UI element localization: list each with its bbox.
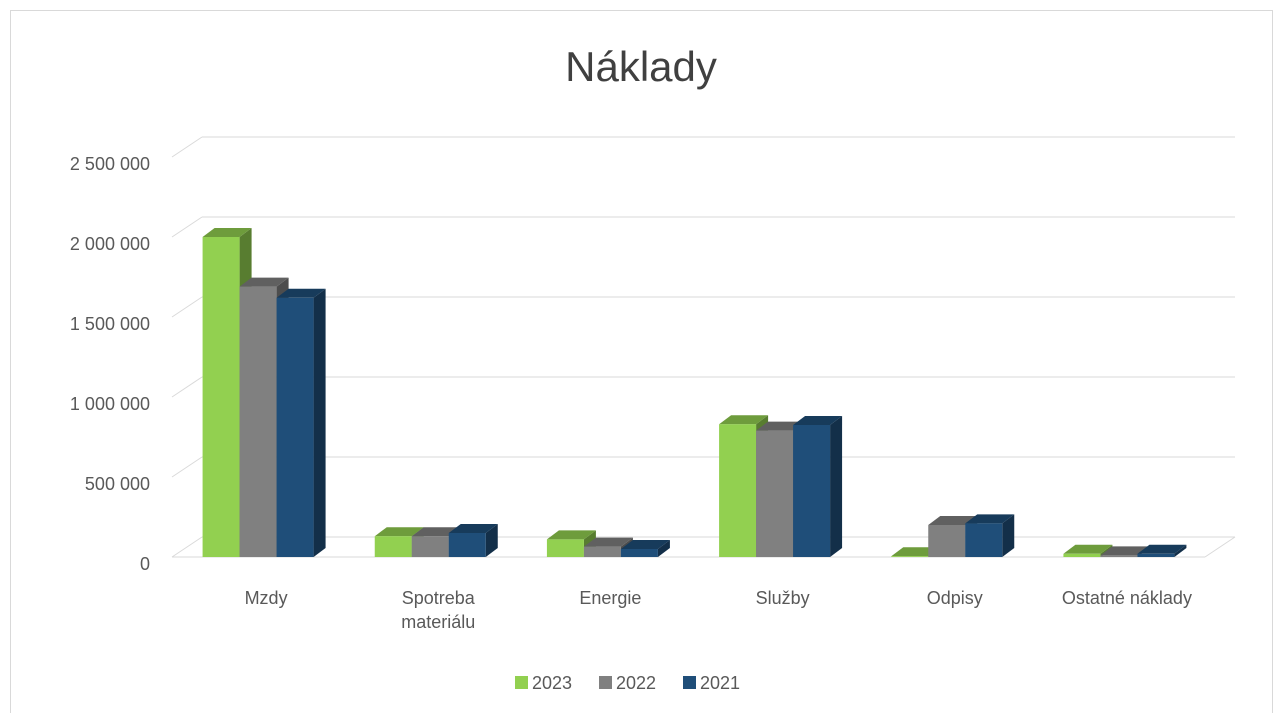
- grid-line-side: [171, 456, 203, 478]
- legend-swatch: [599, 676, 612, 689]
- x-tick-label: Ostatné náklady: [1061, 588, 1192, 608]
- bar-side: [657, 540, 670, 557]
- bar-side: [830, 416, 843, 557]
- x-tick-label: Služby: [755, 588, 810, 608]
- bar-side: [1174, 544, 1187, 557]
- bar-top: [793, 416, 843, 425]
- legend-label: 2022: [616, 673, 656, 693]
- x-tick-label: Mzdy: [244, 588, 288, 608]
- bar-side: [1002, 514, 1015, 557]
- chart-frame: [10, 10, 1273, 713]
- x-tick-label: Energie: [579, 588, 642, 608]
- bar-side: [313, 288, 326, 557]
- grid-line-side: [171, 536, 203, 558]
- bar: [583, 546, 621, 557]
- bar: [928, 525, 966, 557]
- bar: [1137, 553, 1175, 557]
- grid-line-side: [171, 216, 203, 238]
- bar-side: [485, 524, 498, 557]
- legend-label: 2023: [532, 673, 572, 693]
- bar-top: [239, 277, 289, 287]
- y-tick-label: 1 000 000: [70, 394, 150, 414]
- bar: [1063, 553, 1101, 557]
- grid-line-side: [171, 136, 203, 158]
- chart-title: Náklady: [565, 43, 717, 90]
- bar-top: [719, 415, 769, 425]
- bar-top: [202, 228, 252, 237]
- bar-top: [411, 527, 461, 537]
- bar: [620, 549, 658, 557]
- floor-edge: [1204, 536, 1236, 558]
- bar: [411, 536, 449, 557]
- bar-top: [546, 530, 596, 540]
- bar-top: [276, 288, 326, 298]
- legend-label: 2021: [700, 673, 740, 693]
- bar: [374, 536, 412, 557]
- bar: [1100, 555, 1138, 557]
- bar: [756, 430, 794, 557]
- grid-line-side: [171, 376, 203, 398]
- legend-swatch: [683, 676, 696, 689]
- grid-line-side: [171, 296, 203, 318]
- bar-top: [583, 537, 633, 547]
- y-tick-label: 2 500 000: [70, 154, 150, 174]
- bar-top: [965, 514, 1015, 524]
- y-tick-label: 2 000 000: [70, 234, 150, 254]
- bar: [891, 556, 929, 557]
- bar-top: [1137, 544, 1187, 554]
- bar-top: [1063, 544, 1113, 554]
- bar: [202, 237, 240, 557]
- bar-top: [756, 421, 806, 431]
- y-tick-label: 0: [140, 554, 150, 574]
- bar: [448, 533, 486, 557]
- bar: [793, 425, 831, 557]
- bar-top: [928, 516, 978, 525]
- x-tick-label: Spotreba materiálu: [401, 588, 476, 632]
- y-tick-label: 1 500 000: [70, 314, 150, 334]
- bar: [239, 286, 277, 557]
- bar-top: [448, 524, 498, 533]
- bar: [965, 523, 1003, 557]
- y-tick-label: 500 000: [85, 474, 150, 494]
- bar-top: [374, 527, 424, 537]
- bar-top: [1100, 546, 1150, 556]
- bar-top: [891, 547, 941, 557]
- bar-top: [620, 540, 670, 549]
- x-tick-label: Odpisy: [926, 588, 983, 608]
- bar: [719, 424, 757, 557]
- legend-swatch: [515, 676, 528, 689]
- bar: [276, 297, 314, 557]
- bar: [546, 539, 584, 557]
